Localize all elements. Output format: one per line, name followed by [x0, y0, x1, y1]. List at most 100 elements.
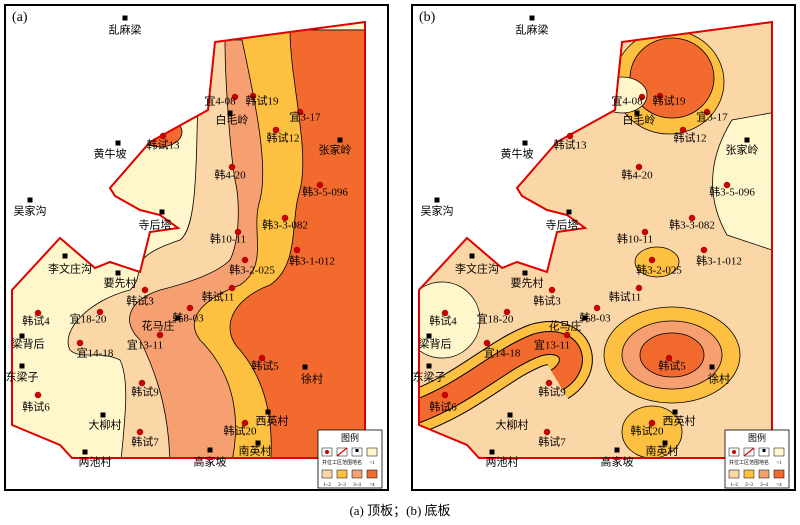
legend-swatch — [773, 469, 785, 479]
well-marker — [228, 284, 236, 292]
well-marker — [441, 391, 449, 399]
well-name: 韩试13 — [147, 138, 180, 152]
well-marker — [483, 339, 491, 347]
place-marker — [207, 447, 213, 453]
legend-label: 地名 — [352, 459, 362, 466]
well-name: 宜13-11 — [127, 338, 163, 352]
place-name: 要先村 — [104, 276, 137, 290]
well-name: 宜14-18 — [77, 346, 114, 360]
legend-icon — [355, 449, 359, 452]
well-name: 韩试13 — [554, 138, 587, 152]
work-area-boundary — [418, 20, 773, 459]
well-name: 韩3-5-096 — [709, 185, 755, 199]
place-marker — [507, 412, 513, 418]
well-name: 韩试7 — [538, 435, 566, 449]
place-name: 花马庄 — [142, 319, 175, 333]
legend-swatch — [758, 469, 770, 479]
well-marker — [566, 132, 574, 140]
well-marker — [656, 92, 664, 100]
place-marker — [82, 449, 88, 455]
legend-swatch — [366, 447, 378, 457]
place-name: 南英村 — [239, 444, 272, 458]
place-marker — [337, 137, 343, 143]
legend-box — [317, 429, 383, 489]
place-name: 梁背后 — [419, 337, 452, 351]
place-name: 花马庄 — [549, 319, 582, 333]
place-marker — [529, 15, 535, 21]
well-name: 韩8-03 — [172, 311, 204, 325]
legend-label: >4 — [776, 483, 782, 488]
place-marker — [426, 333, 432, 339]
well-marker — [641, 228, 649, 236]
work-area-boundary — [11, 20, 366, 459]
well-name: 宜18-20 — [477, 312, 514, 326]
place-name: 吴家沟 — [14, 204, 47, 218]
place-name: 黄牛坡 — [94, 147, 127, 161]
legend-icon — [732, 450, 736, 454]
well-marker — [156, 331, 164, 339]
legend-swatch — [336, 469, 348, 479]
well-name: 宜3-17 — [289, 110, 321, 124]
well-marker — [249, 92, 257, 100]
legend-icon — [743, 447, 755, 457]
well-marker — [293, 246, 301, 254]
place-name: 黄牛坡 — [501, 147, 534, 161]
place-name: 徐村 — [301, 372, 323, 386]
well-marker — [543, 428, 551, 436]
place-name: 乱麻梁 — [109, 23, 142, 37]
well-marker — [723, 181, 731, 189]
place-marker — [522, 140, 528, 146]
well-marker — [703, 108, 711, 116]
legend-label: 1~2 — [730, 483, 738, 488]
well-marker — [635, 163, 643, 171]
well-name: 韩试19 — [653, 94, 686, 108]
well-name: 宜14-18 — [484, 346, 521, 360]
legend-swatch — [743, 469, 755, 479]
place-name: 大柳村 — [496, 418, 529, 432]
well-name: 韩4-20 — [214, 168, 246, 182]
place-name: 大柳村 — [89, 418, 122, 432]
well-name: 韩3-2-025 — [636, 263, 682, 277]
legend-swatch — [321, 469, 333, 479]
well-name: 韩3-3-082 — [669, 218, 715, 232]
place-name: 西英村 — [663, 414, 696, 428]
well-name: 宜18-20 — [70, 312, 107, 326]
well-name: 韩试12 — [267, 131, 300, 145]
well-marker — [281, 214, 289, 222]
place-marker — [634, 110, 640, 116]
place-name: 要先村 — [511, 276, 544, 290]
place-marker — [744, 137, 750, 143]
well-marker — [688, 214, 696, 222]
well-name: 韩试4 — [429, 314, 457, 328]
well-name: 宜4-08 — [611, 94, 643, 108]
well-marker — [138, 379, 146, 387]
legend-title: 图例 — [341, 432, 359, 443]
place-name: 乱麻梁 — [516, 23, 549, 37]
well-marker — [648, 256, 656, 264]
place-name: 白毛岭 — [216, 113, 249, 127]
legend-label: 3~4 — [760, 483, 768, 488]
legend-label: 地名 — [759, 459, 769, 466]
place-marker — [582, 315, 588, 321]
well-marker — [503, 308, 511, 316]
place-marker — [265, 409, 271, 415]
legend-icon — [762, 449, 766, 452]
place-marker — [27, 197, 33, 203]
well-name: 韩试19 — [246, 94, 279, 108]
place-marker — [614, 447, 620, 453]
well-marker — [228, 163, 236, 171]
well-name: 韩试9 — [131, 385, 159, 399]
legend-icon — [325, 450, 329, 454]
place-name: 张家岭 — [319, 143, 352, 157]
place-marker — [662, 440, 668, 446]
well-marker — [136, 428, 144, 436]
well-name: 韩试20 — [224, 424, 257, 438]
well-name: 韩试7 — [131, 435, 159, 449]
well-name: 韩试11 — [609, 290, 642, 304]
well-name: 宜4-08 — [204, 94, 236, 108]
well-name: 韩试9 — [538, 385, 566, 399]
well-marker — [563, 331, 571, 339]
legend-label: <1 — [369, 461, 375, 466]
